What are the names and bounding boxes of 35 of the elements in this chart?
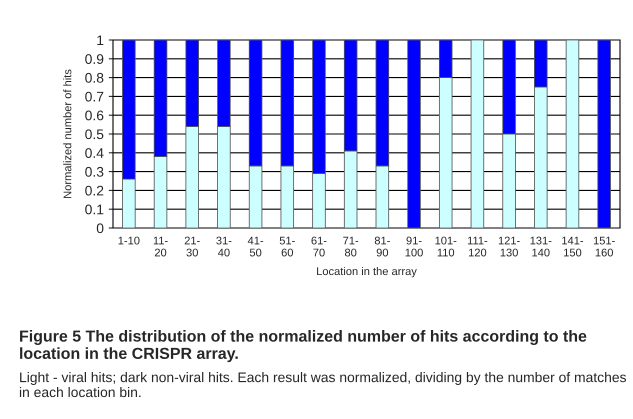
x-tick-label: 31- 40: [216, 236, 232, 256]
y-tick-label: 1: [97, 35, 104, 46]
x-tick-label: 11- 20: [154, 236, 168, 256]
y-axis-title: Normalized number of hits: [63, 70, 72, 198]
y-tick-label: 0.7: [85, 92, 104, 102]
x-tick-label: 61- 70: [312, 236, 327, 256]
bar: [566, 40, 580, 228]
x-tick-label: 111- 120: [468, 236, 488, 256]
bar: [597, 40, 611, 228]
bar: [407, 40, 421, 228]
bar: [470, 40, 484, 228]
x-tick-label: 151- 160: [594, 236, 615, 256]
x-tick-label: 41- 50: [248, 236, 264, 256]
y-tick-label: 0.9: [85, 54, 104, 64]
text: Figure 5 The distribution of the normalized number of hits according to the location in the CRISPR array.: [20, 330, 586, 362]
x-tick-label: 131- 140: [530, 236, 552, 256]
y-tick-label: 0.2: [85, 186, 104, 196]
x-tick-label: 51- 60: [280, 236, 295, 256]
x-tick-label: 121- 130: [498, 236, 520, 256]
x-tick-label: 81- 90: [374, 236, 390, 256]
x-tick-label: 141- 150: [562, 236, 584, 256]
x-tick-label: 1-10: [118, 236, 140, 244]
y-tick-label: 0.5: [85, 129, 104, 140]
y-tick-label: 0.1: [85, 204, 104, 214]
y-tick-label: 0: [96, 223, 104, 234]
x-tick-label: 71- 80: [343, 236, 358, 256]
y-tick-label: 0.8: [85, 72, 104, 83]
y-tick-label: 0.3: [85, 166, 104, 177]
y-tick-label: 0.4: [85, 148, 104, 158]
x-axis-title: Location in the array: [317, 266, 417, 278]
x-tick-label: 91- 100: [406, 236, 423, 256]
x-tick-label: 21- 30: [184, 236, 200, 256]
y-tick-label: 0.6: [85, 110, 104, 120]
x-tick-label: 101- 110: [435, 236, 456, 256]
text: Light - viral hits; dark non-viral hits. Each result was normalized, dividing by the number of matches in each location bin.: [20, 372, 626, 398]
